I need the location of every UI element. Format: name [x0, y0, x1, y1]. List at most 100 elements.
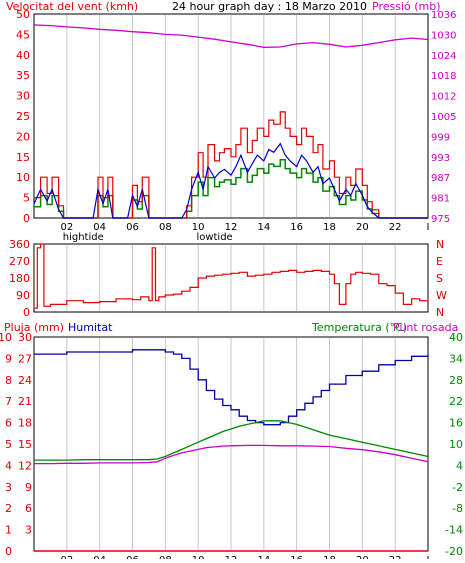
- direction-y-tick-label: 180: [9, 272, 30, 285]
- rain-y-tick-label: 1: [5, 524, 12, 537]
- time-tick-label: I: [427, 555, 430, 559]
- time-tick-label: 04: [93, 222, 106, 233]
- direction-y-tick-label: 90: [16, 289, 30, 302]
- temperature-y-tick-label: -8: [452, 502, 463, 515]
- wind-y-tick-label: 40: [16, 49, 30, 62]
- rain-y-tick-label: 8: [5, 374, 12, 387]
- temperature-y-tick-label: -2: [452, 481, 463, 494]
- time-tick-label: 16: [290, 222, 303, 233]
- pressure-line: [33, 24, 429, 48]
- wind-y-tick-label: 20: [16, 130, 30, 143]
- pressure-y-tick-label: 975: [431, 214, 450, 225]
- wind-axis-label: Velocitat del vent (kmh): [6, 0, 138, 13]
- wind-gust-line: [34, 111, 428, 219]
- wind-direction-line: [34, 243, 429, 309]
- time-tick-label: 08: [159, 222, 172, 233]
- time-tick-label: 10: [192, 555, 205, 559]
- rain-rate-tick-label: 27: [18, 352, 32, 365]
- time-tick-label: 20: [356, 555, 369, 559]
- pressure-axis-label: Pressió (mb): [372, 0, 441, 13]
- wind-y-tick-label: 35: [16, 69, 30, 82]
- compass-tick-label: S: [436, 272, 443, 285]
- lowtide-label: lowtide: [196, 232, 232, 243]
- wind-y-tick-label: 10: [16, 171, 30, 184]
- time-tick-label: 20: [356, 222, 369, 233]
- compass-tick-label: N: [436, 238, 444, 251]
- time-tick-label: 12: [225, 222, 238, 233]
- rain-rate-tick-label: 21: [18, 395, 32, 408]
- rain-rate-tick-label: 6: [25, 502, 32, 515]
- rain-rate-tick-label: 18: [18, 417, 32, 430]
- time-tick-label: 12: [225, 555, 238, 559]
- rain-y-tick-label: 3: [5, 481, 12, 494]
- time-tick-label: 06: [126, 222, 139, 233]
- rain-rate-tick-label: 30: [18, 331, 32, 344]
- pressure-y-tick-label: 981: [431, 194, 450, 205]
- temperature-y-tick-label: 10: [449, 438, 463, 451]
- wind-y-tick-label: 45: [16, 28, 30, 41]
- pressure-y-tick-label: 987: [431, 173, 450, 184]
- wind-y-tick-label: 0: [23, 212, 30, 225]
- time-tick-label: 16: [290, 555, 303, 559]
- chart-title: 24 hour graph day : 18 Marzo 2010: [172, 0, 367, 13]
- temperature-y-tick-label: 40: [449, 331, 463, 344]
- compass-tick-label: E: [436, 255, 443, 268]
- temperature-y-tick-label: -20: [445, 545, 463, 558]
- rain-rate-tick-label: 24: [18, 374, 32, 387]
- time-tick-label: I: [427, 222, 430, 233]
- temperature-y-tick-label: 22: [449, 395, 463, 408]
- temperature-y-tick-label: 16: [449, 417, 463, 430]
- direction-y-tick-label: 0: [23, 306, 30, 319]
- rain-y-tick-label: 4: [5, 459, 12, 472]
- time-tick-label: 22: [389, 555, 402, 559]
- rain-y-tick-label: 10: [0, 331, 12, 344]
- rain-rate-tick-label: 12: [18, 459, 32, 472]
- wind-average-line: [33, 142, 428, 219]
- temperature-y-tick-label: 34: [449, 352, 463, 365]
- rain-axis-label: Pluja (mm): [4, 321, 64, 334]
- hightide-label: hightide: [63, 232, 104, 243]
- temperature-y-tick-label: 4: [456, 459, 463, 472]
- series-layer: [33, 24, 429, 552]
- direction-y-tick-label: 270: [9, 255, 30, 268]
- wind-y-tick-label: 25: [16, 110, 30, 123]
- time-tick-label: 04: [93, 555, 106, 559]
- time-tick-label: 22: [389, 222, 402, 233]
- pressure-y-tick-label: 1018: [431, 71, 456, 82]
- time-tick-label: 08: [159, 555, 172, 559]
- rain-rate-tick-label: 3: [25, 524, 32, 537]
- time-tick-label: 18: [323, 222, 336, 233]
- rain-y-tick-label: 0: [5, 545, 12, 558]
- wind-y-tick-label: 50: [16, 8, 30, 21]
- time-tick-label: 10: [192, 222, 205, 233]
- temperature-y-tick-label: -14: [445, 524, 463, 537]
- dew-point-line: [34, 444, 429, 465]
- pressure-y-tick-label: 1012: [431, 92, 456, 103]
- pressure-y-tick-label: 1024: [431, 51, 456, 62]
- pressure-y-tick-label: 999: [431, 132, 450, 143]
- wind-y-tick-label: 15: [16, 151, 30, 164]
- rain-y-tick-label: 5: [5, 438, 12, 451]
- time-tick-label: 14: [257, 222, 270, 233]
- time-tick-label: 14: [257, 555, 270, 559]
- wind-y-tick-label: 30: [16, 90, 30, 103]
- direction-y-tick-label: 360: [9, 238, 30, 251]
- rain-rate-tick-label: 15: [18, 438, 32, 451]
- rain-y-tick-label: 9: [5, 352, 12, 365]
- temperature-label: Temperatura (°C): [311, 321, 407, 334]
- rain-y-tick-label: 2: [5, 502, 12, 515]
- time-tick-label: 02: [60, 555, 73, 559]
- temperature-y-tick-label: 28: [449, 374, 463, 387]
- time-tick-label: 02: [60, 222, 73, 233]
- time-tick-label: 06: [126, 555, 139, 559]
- dew-point-label: Punt rosada: [393, 321, 458, 334]
- pressure-y-tick-label: 1036: [431, 10, 456, 21]
- rain-y-tick-label: 6: [5, 417, 12, 430]
- rain-rate-tick-label: 9: [25, 481, 32, 494]
- wind-y-tick-label: 5: [23, 192, 30, 205]
- time-tick-label: 18: [323, 555, 336, 559]
- humidity-line: [34, 349, 429, 426]
- temperature-line: [34, 420, 429, 461]
